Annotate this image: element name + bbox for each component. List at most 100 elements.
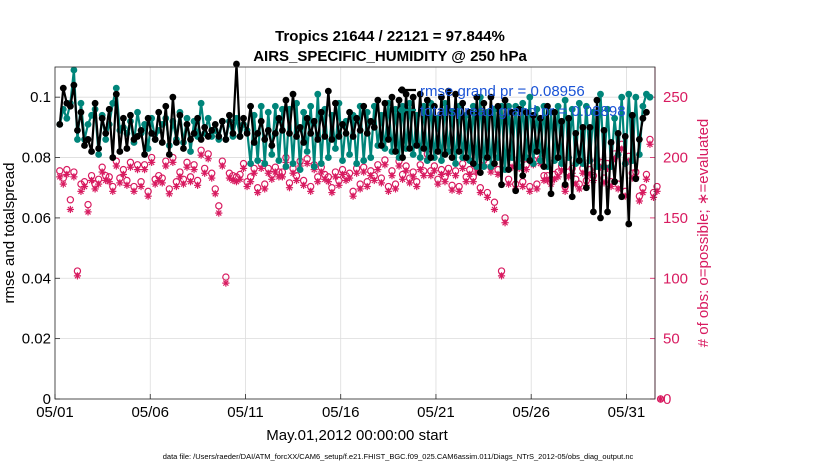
- spread-point: [611, 114, 619, 122]
- obs-evaluated-stroke: [78, 188, 84, 195]
- obs-evaluated-marker: [328, 188, 336, 197]
- spread-point: [416, 154, 424, 161]
- obs-evaluated-stroke: [502, 219, 509, 226]
- obs-evaluated-marker: [533, 185, 541, 193]
- obs-evaluated-stroke: [533, 185, 540, 192]
- spread-point: [533, 105, 541, 113]
- obs-evaluated-marker: [289, 169, 297, 177]
- rmse-point: [547, 190, 555, 198]
- obs-evaluated-marker: [140, 166, 149, 174]
- obs-evaluated-stroke: [254, 189, 261, 196]
- rmse-point: [586, 123, 594, 131]
- left-y-tick-label: 0.06: [22, 210, 51, 227]
- rmse-point: [282, 96, 290, 104]
- rmse-point: [293, 133, 300, 140]
- obs-evaluated-marker: [268, 175, 276, 183]
- spread-point: [303, 148, 311, 155]
- spread-point: [307, 102, 315, 110]
- rmse-point: [300, 139, 308, 146]
- obs-evaluated-stroke: [526, 188, 533, 195]
- obs-evaluated-stroke: [523, 166, 530, 173]
- rmse-point: [392, 148, 399, 155]
- obs-evaluated-marker: [338, 170, 347, 179]
- rmse-point: [123, 145, 131, 152]
- obs-evaluated-marker: [317, 168, 325, 176]
- rmse-point: [204, 133, 212, 140]
- obs-evaluated-stroke: [286, 184, 293, 191]
- rmse-point: [625, 220, 633, 228]
- spread-point: [339, 157, 346, 164]
- plot-frame: [54, 66, 656, 400]
- rmse-point: [413, 142, 421, 149]
- spread-point: [63, 114, 71, 122]
- rmse-point: [342, 130, 350, 137]
- spread-point: [74, 136, 81, 143]
- obs-evaluated-marker: [469, 178, 477, 186]
- rmse-point: [218, 117, 226, 125]
- obs-evaluated-marker: [130, 187, 138, 195]
- obs-evaluated-stroke: [357, 185, 364, 192]
- rmse-point: [544, 102, 551, 110]
- obs-evaluated-stroke: [434, 181, 441, 188]
- rmse-point: [505, 166, 512, 174]
- spread-point: [526, 93, 534, 101]
- obs-evaluated-stroke: [381, 161, 388, 168]
- obs-evaluated-marker: [391, 185, 400, 193]
- rmse-point: [473, 93, 481, 101]
- rmse-point: [339, 120, 346, 128]
- obs-evaluated-marker: [388, 172, 396, 180]
- obs-evaluated-marker: [80, 182, 89, 191]
- rmse-point: [116, 148, 124, 155]
- rmse-point: [98, 114, 106, 122]
- rmse-point: [395, 96, 403, 104]
- right-y-tick-label: 200: [663, 150, 688, 167]
- rmse-point: [81, 142, 88, 149]
- obs-evaluated-marker: [158, 179, 166, 187]
- rmse-point: [360, 102, 368, 110]
- obs-evaluated-marker: [374, 166, 382, 174]
- obs-evaluated-marker: [363, 182, 371, 191]
- obs-evaluated-marker: [406, 179, 414, 187]
- obs-evaluated-stroke: [487, 169, 494, 175]
- spread-point: [568, 105, 576, 113]
- x-axis-label: May.01,2012 00:00:00 start: [266, 427, 448, 444]
- rmse-point: [247, 102, 255, 110]
- obs-evaluated-stroke: [572, 181, 579, 188]
- obs-evaluated-marker: [112, 162, 120, 170]
- obs-evaluated-stroke: [229, 177, 236, 184]
- obs-evaluated-marker: [324, 178, 332, 186]
- rmse-point: [455, 148, 463, 155]
- rmse-point: [127, 111, 134, 119]
- rmse-point: [226, 111, 233, 119]
- spread-point: [469, 102, 477, 110]
- spread-point: [632, 93, 640, 101]
- rmse-point: [593, 96, 601, 104]
- left-y-tick-label: 0.02: [22, 331, 51, 348]
- obs-evaluated-marker: [172, 182, 180, 191]
- obs-evaluated-stroke: [102, 177, 109, 184]
- rmse-point: [600, 126, 608, 134]
- rmse-point: [88, 148, 95, 155]
- rmse-point: [558, 117, 566, 125]
- rmse-point: [151, 136, 159, 143]
- obs-evaluated-stroke: [318, 169, 325, 175]
- obs-evaluated-marker: [395, 162, 403, 170]
- obs-evaluated-marker: [349, 192, 357, 200]
- spread-point: [554, 102, 562, 110]
- obs-evaluated-stroke: [258, 165, 265, 172]
- obs-evaluated-marker: [271, 168, 279, 176]
- spread-point: [505, 102, 512, 110]
- rmse-point: [194, 114, 201, 122]
- spread-point: [300, 108, 308, 116]
- obs-evaluated-stroke: [399, 176, 406, 183]
- obs-evaluated-marker: [416, 166, 424, 174]
- obs-evaluated-stroke: [251, 170, 258, 177]
- obs-evaluated-stroke: [413, 183, 420, 190]
- spread-point: [247, 160, 255, 167]
- obs-evaluated-marker: [642, 175, 651, 183]
- rmse-point: [533, 148, 541, 155]
- obs-evaluated-marker: [384, 187, 393, 195]
- obs-evaluated-stroke: [279, 173, 286, 180]
- rmse-point: [134, 133, 141, 140]
